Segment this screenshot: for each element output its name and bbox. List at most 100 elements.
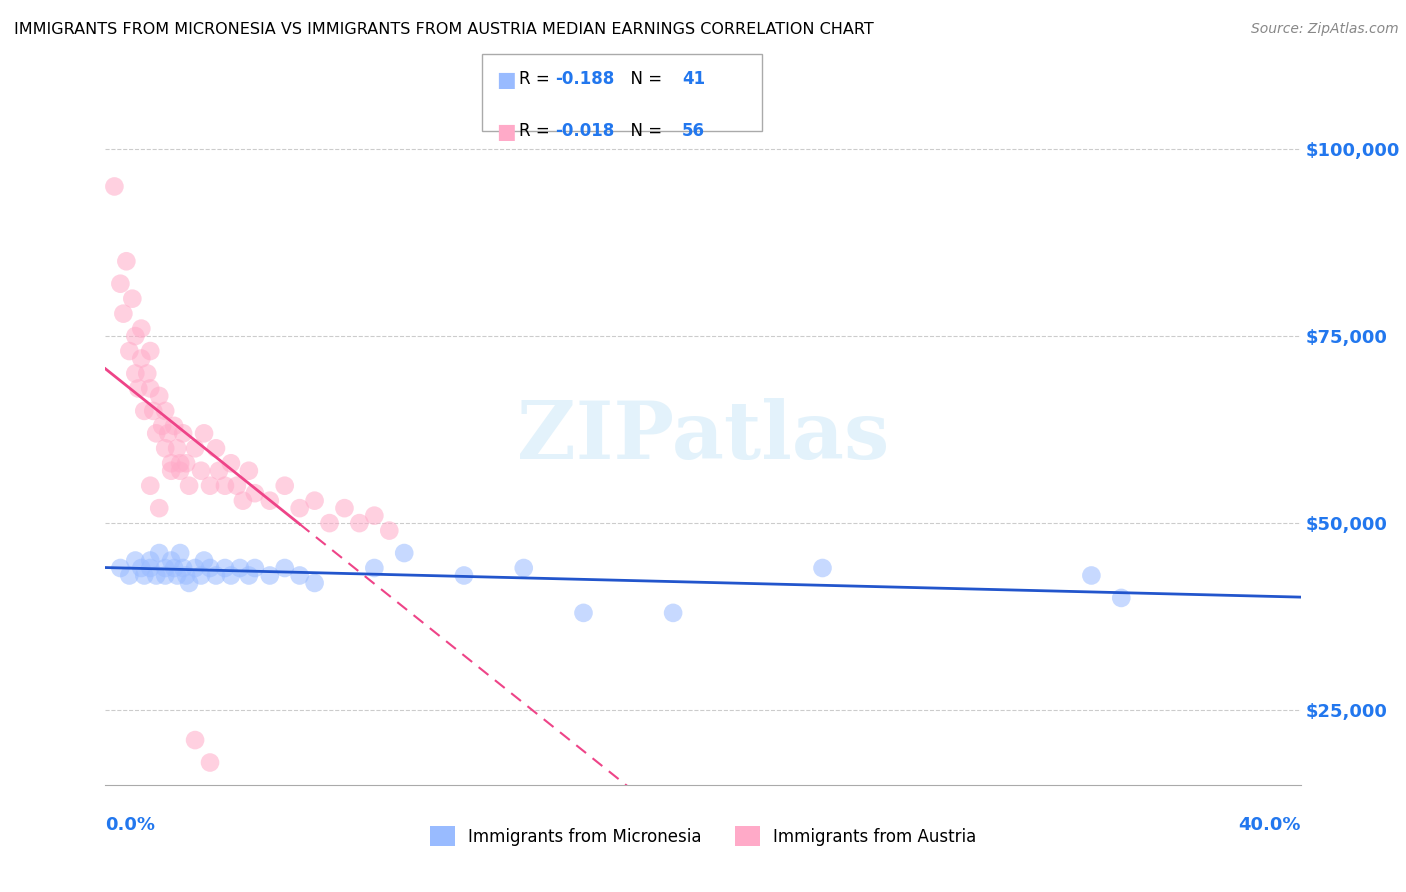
Text: N =: N = — [620, 122, 668, 140]
Point — [214, 479, 236, 493]
Text: 40.0%: 40.0% — [1239, 816, 1301, 834]
Point — [378, 524, 401, 538]
Point — [232, 493, 254, 508]
Point — [288, 501, 311, 516]
Text: ZIPatlas: ZIPatlas — [517, 398, 889, 476]
Point — [160, 456, 183, 470]
Point — [145, 426, 167, 441]
Point — [157, 426, 180, 441]
Point — [1111, 591, 1133, 605]
Point — [363, 508, 385, 523]
Point — [169, 456, 191, 470]
Point — [198, 756, 221, 770]
Point — [238, 464, 260, 478]
Text: 56: 56 — [682, 122, 704, 140]
Point — [190, 568, 212, 582]
Point — [160, 553, 183, 567]
Point — [190, 464, 212, 478]
Point — [198, 479, 221, 493]
Point — [318, 516, 340, 530]
Text: ■: ■ — [496, 70, 516, 89]
Point — [139, 344, 162, 359]
Point — [148, 546, 170, 560]
Point — [811, 561, 834, 575]
Text: ■: ■ — [496, 122, 516, 142]
Point — [184, 733, 207, 747]
Point — [148, 501, 170, 516]
Point — [288, 568, 311, 582]
Point — [229, 561, 252, 575]
Point — [129, 351, 153, 366]
Point — [243, 561, 266, 575]
Text: Source: ZipAtlas.com: Source: ZipAtlas.com — [1251, 22, 1399, 37]
Text: R =: R = — [519, 122, 555, 140]
Point — [136, 367, 159, 381]
Point — [193, 426, 215, 441]
Text: 0.0%: 0.0% — [105, 816, 156, 834]
Point — [205, 442, 228, 456]
Text: 41: 41 — [682, 70, 704, 87]
Point — [155, 404, 177, 418]
Point — [259, 568, 281, 582]
Point — [662, 606, 685, 620]
Point — [115, 254, 138, 268]
Point — [174, 568, 197, 582]
Point — [155, 561, 177, 575]
Point — [139, 561, 162, 575]
Point — [208, 464, 231, 478]
Point — [169, 464, 191, 478]
Text: -0.188: -0.188 — [555, 70, 614, 87]
Point — [142, 404, 165, 418]
Point — [110, 561, 132, 575]
Point — [394, 546, 416, 560]
Point — [155, 568, 177, 582]
Point — [172, 426, 194, 441]
Point — [160, 464, 183, 478]
Point — [177, 479, 201, 493]
Point — [219, 568, 242, 582]
Point — [112, 307, 135, 321]
Point — [1080, 568, 1102, 582]
Point — [243, 486, 266, 500]
Text: IMMIGRANTS FROM MICRONESIA VS IMMIGRANTS FROM AUSTRIA MEDIAN EARNINGS CORRELATIO: IMMIGRANTS FROM MICRONESIA VS IMMIGRANTS… — [14, 22, 873, 37]
Point — [155, 442, 177, 456]
Point — [103, 179, 125, 194]
Point — [134, 568, 156, 582]
Text: -0.018: -0.018 — [555, 122, 614, 140]
Point — [304, 576, 326, 591]
Point — [127, 381, 149, 395]
Point — [121, 292, 143, 306]
Point — [349, 516, 371, 530]
Point — [177, 576, 201, 591]
Point — [513, 561, 536, 575]
Point — [225, 479, 249, 493]
Point — [273, 561, 295, 575]
Point — [193, 553, 215, 567]
Point — [363, 561, 385, 575]
Point — [273, 479, 295, 493]
Point — [333, 501, 356, 516]
Point — [124, 367, 146, 381]
Text: N =: N = — [620, 70, 668, 87]
Point — [145, 568, 167, 582]
Point — [110, 277, 132, 291]
Point — [139, 479, 162, 493]
Point — [134, 404, 156, 418]
Point — [124, 553, 146, 567]
Point — [184, 442, 207, 456]
Point — [172, 561, 194, 575]
Point — [124, 329, 146, 343]
Point — [139, 553, 162, 567]
Point — [572, 606, 595, 620]
Legend: Immigrants from Micronesia, Immigrants from Austria: Immigrants from Micronesia, Immigrants f… — [423, 820, 983, 853]
Point — [174, 456, 197, 470]
Point — [219, 456, 242, 470]
Point — [304, 493, 326, 508]
Point — [118, 568, 141, 582]
Point — [150, 418, 173, 433]
Point — [214, 561, 236, 575]
Point — [139, 381, 162, 395]
Point — [163, 561, 186, 575]
Point — [166, 442, 188, 456]
Point — [166, 568, 188, 582]
